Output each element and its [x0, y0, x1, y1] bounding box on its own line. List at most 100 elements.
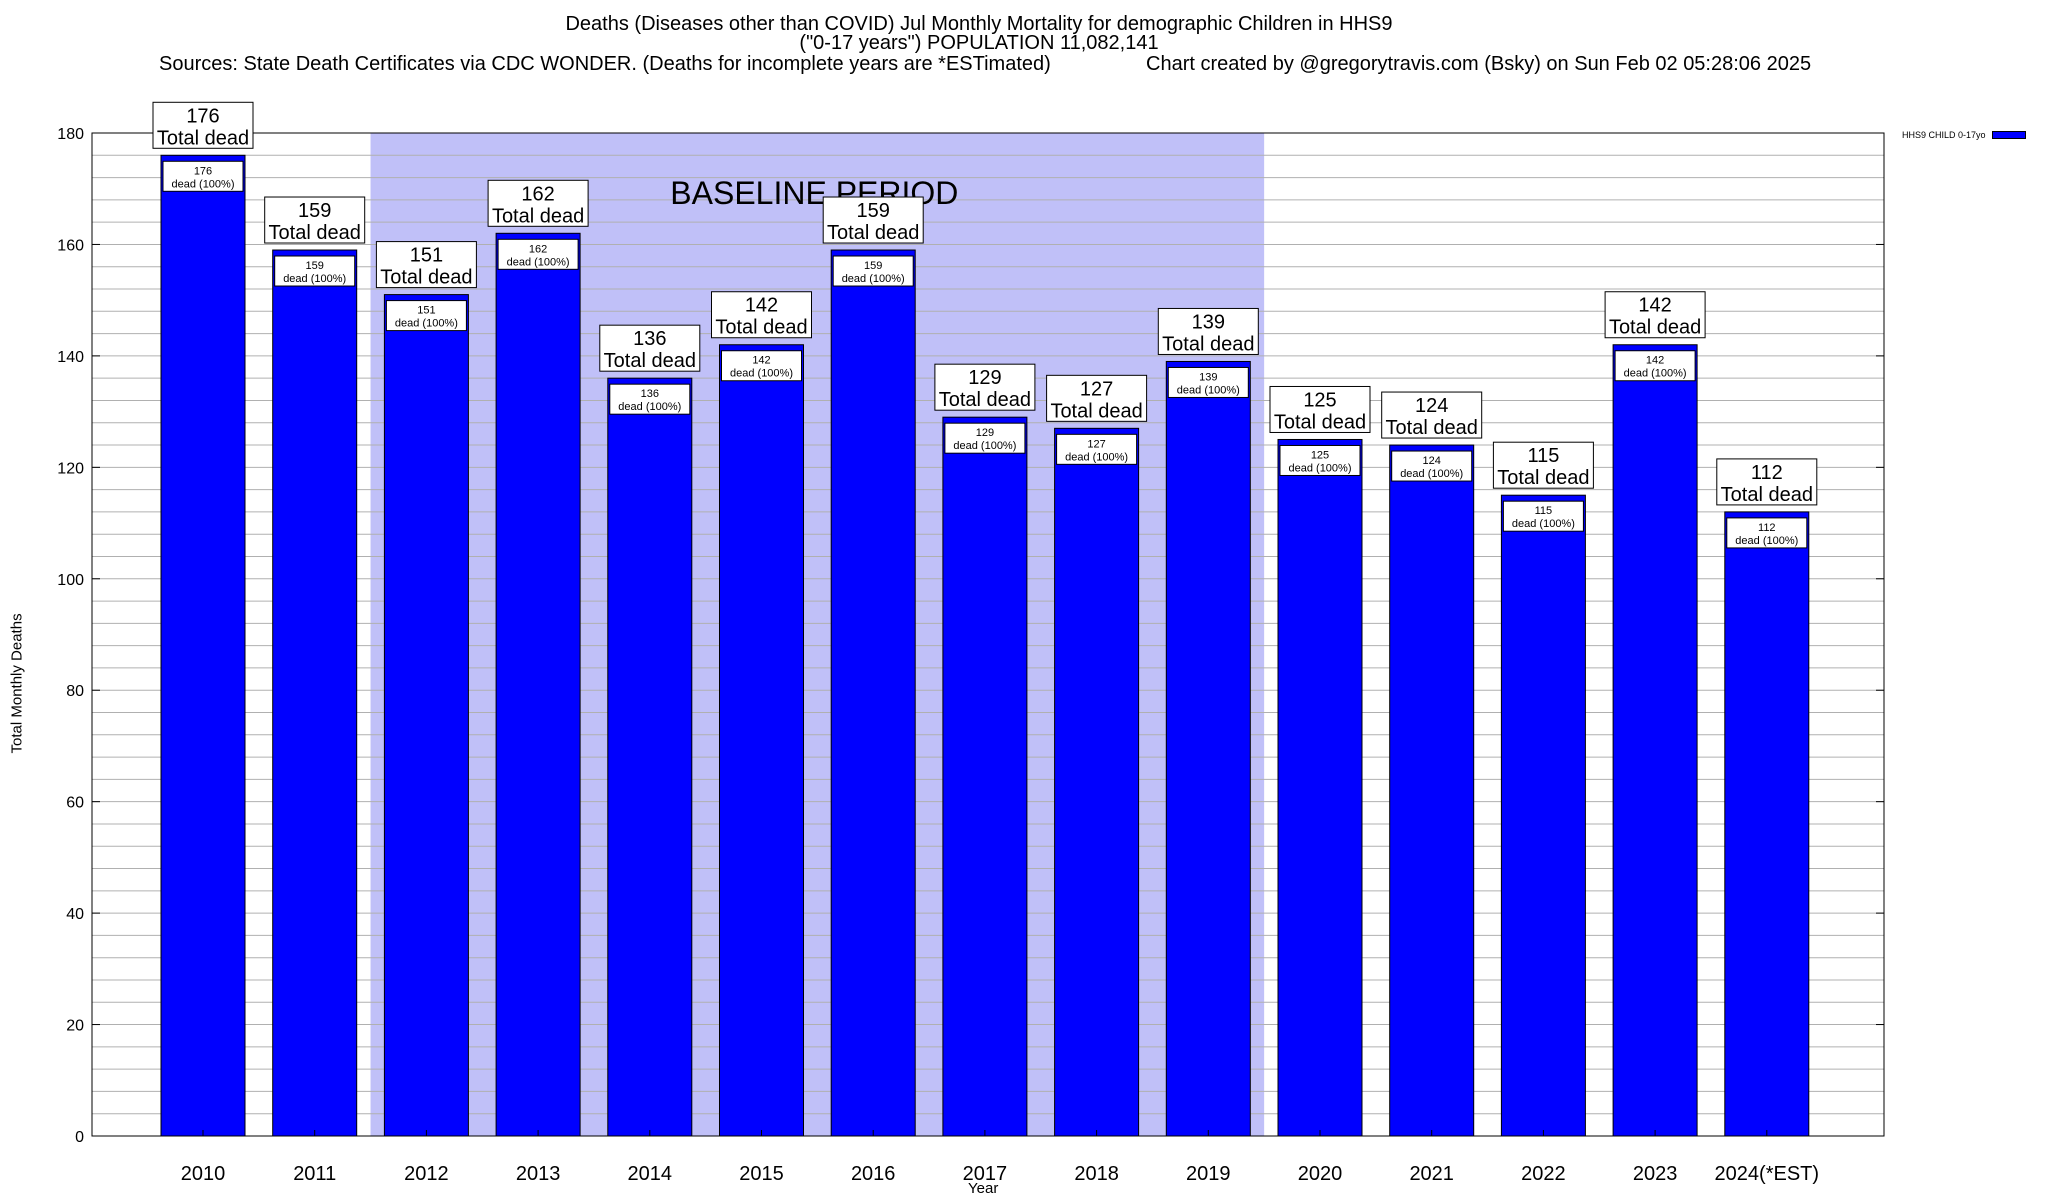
bar-inner-value: 127	[1087, 438, 1105, 450]
bar-inner-label: dead (100%)	[618, 401, 681, 413]
y-tick-label: 40	[66, 906, 84, 923]
x-tick-label: 2011	[293, 1163, 336, 1185]
bar-inner-label-box	[162, 160, 244, 192]
bar-total-label: Total dead	[157, 127, 249, 149]
bar-inner-label: dead (100%)	[730, 368, 793, 380]
bar-total-label-box	[1492, 441, 1594, 489]
y-tick-label: 60	[66, 795, 84, 812]
bar-inner-label: dead (100%)	[395, 318, 458, 330]
x-tick-label: 2016	[851, 1163, 896, 1185]
bar-inner-value: 162	[529, 243, 547, 255]
bar	[1277, 438, 1363, 1137]
bar-inner-value: 151	[417, 305, 435, 317]
bar-total-label: Total dead	[715, 317, 807, 339]
y-tick-label: 20	[66, 1018, 84, 1035]
bar-inner-value: 124	[1423, 455, 1441, 467]
bar-inner-label: dead (100%)	[1624, 368, 1687, 380]
bar-total-value: 142	[1638, 295, 1671, 317]
bar-total-label: Total dead	[1050, 400, 1142, 422]
x-axis-label: Year	[968, 1180, 999, 1197]
bar-inner-label-box	[944, 422, 1026, 454]
bar-total-label-box	[1046, 374, 1148, 422]
bar-total-label: Total dead	[1274, 411, 1366, 433]
bar	[1165, 360, 1251, 1137]
x-tick-label: 2012	[404, 1163, 449, 1185]
bar-inner-label-box	[274, 255, 356, 287]
chart-credit: Chart created by @gregorytravis.com (Bsk…	[1146, 53, 1812, 75]
bar-total-value: 127	[1080, 378, 1113, 400]
bar-total-label-box	[1604, 291, 1706, 339]
x-tick-label: 2019	[1186, 1163, 1231, 1185]
bar-total-label: Total dead	[1162, 333, 1254, 355]
bar	[1612, 344, 1698, 1137]
bar-total-label: Total dead	[1386, 417, 1478, 439]
y-tick-label: 0	[75, 1129, 84, 1146]
chart-sources: Sources: State Death Certificates via CD…	[159, 53, 1051, 75]
x-tick-label: 2022	[1521, 1163, 1566, 1185]
bar-inner-label: dead (100%)	[1177, 384, 1240, 396]
legend-label: HHS9 CHILD 0-17yo	[1902, 130, 1986, 140]
y-tick-label: 80	[66, 683, 84, 700]
bar-total-label: Total dead	[604, 350, 696, 372]
bar	[160, 154, 246, 1137]
y-tick-label: 180	[57, 126, 84, 143]
x-tick-label: 2010	[181, 1163, 226, 1185]
bar	[830, 249, 916, 1137]
bar-total-value: 136	[633, 328, 666, 350]
bar-total-value: 176	[186, 105, 219, 127]
bar-total-value: 151	[410, 245, 443, 267]
bar-total-label-box	[822, 196, 924, 244]
bar-total-value: 124	[1415, 395, 1448, 417]
bar-inner-value: 142	[1646, 355, 1664, 367]
x-tick-label: 2020	[1298, 1163, 1343, 1185]
bar-total-label-box	[1381, 391, 1483, 439]
bar-total-label-box	[934, 363, 1036, 411]
bar-inner-label-box	[832, 255, 914, 287]
bar-inner-value: 112	[1758, 522, 1776, 534]
bar-inner-value: 159	[864, 260, 882, 272]
bar-inner-value: 129	[976, 427, 994, 439]
bar-total-value: 159	[298, 200, 331, 222]
bar-inner-value: 142	[752, 355, 770, 367]
bar	[942, 416, 1028, 1137]
legend: HHS9 CHILD 0-17yo	[1902, 130, 2026, 140]
bar-inner-label-box	[721, 350, 802, 382]
bar-inner-label-box	[1391, 450, 1473, 482]
bar-inner-label: dead (100%)	[953, 440, 1016, 452]
bar-total-label-box	[599, 324, 701, 372]
bar-inner-label-box	[1614, 350, 1696, 382]
x-tick-label: 2018	[1074, 1163, 1119, 1185]
bar-total-label: Total dead	[827, 222, 919, 244]
x-tick-label: 2017	[963, 1163, 1008, 1185]
bar-inner-value: 136	[641, 388, 659, 400]
x-tick-label: 2024(*EST)	[1715, 1163, 1820, 1185]
bar-inner-label: dead (100%)	[1289, 462, 1352, 474]
bar-inner-label: dead (100%)	[283, 273, 346, 285]
bar-inner-value: 139	[1199, 371, 1217, 383]
bar-total-label: Total dead	[492, 205, 584, 227]
bar-inner-label: dead (100%)	[1400, 468, 1463, 480]
bar-total-value: 142	[745, 295, 778, 317]
bar-inner-label: dead (100%)	[842, 273, 905, 285]
bar-inner-label-box	[385, 300, 467, 332]
bar-total-label: Total dead	[269, 222, 361, 244]
chart-title: Deaths (Diseases other than COVID) Jul M…	[565, 13, 1393, 35]
x-tick-label: 2014	[628, 1163, 673, 1185]
bar-total-value: 139	[1192, 311, 1225, 333]
bar-inner-label: dead (100%)	[1065, 451, 1128, 463]
bar	[383, 294, 469, 1137]
bar-inner-value: 115	[1535, 505, 1553, 517]
bar-total-value: 162	[521, 183, 554, 205]
bar-total-label-box	[711, 291, 812, 339]
x-tick-label: 2013	[516, 1163, 561, 1185]
x-tick-label: 2023	[1633, 1163, 1678, 1185]
bar-inner-label: dead (100%)	[172, 178, 235, 190]
y-tick-label: 140	[57, 349, 84, 366]
bar-inner-value: 176	[194, 165, 212, 177]
bar-total-label: Total dead	[939, 389, 1031, 411]
bar	[607, 377, 693, 1137]
legend-swatch	[1991, 131, 2026, 139]
x-tick-label: 2021	[1409, 1163, 1454, 1185]
bar	[719, 344, 804, 1137]
